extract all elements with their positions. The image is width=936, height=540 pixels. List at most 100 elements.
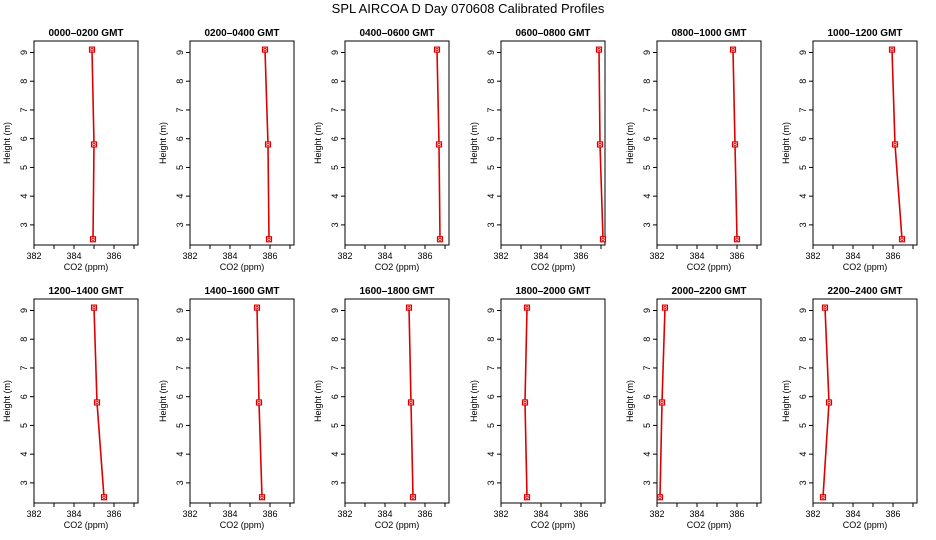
- data-point-marker: [525, 495, 529, 499]
- y-tick-label: 5: [486, 165, 496, 170]
- data-point: [595, 46, 603, 53]
- panel-title: 1600–1800 GMT: [359, 286, 434, 297]
- y-tick-label: 3: [330, 480, 340, 485]
- y-tick-label: 8: [798, 337, 808, 342]
- x-tick-label: 384: [689, 251, 704, 261]
- x-axis-label: CO2 (ppm): [843, 262, 888, 272]
- data-point-marker: [92, 306, 96, 310]
- y-tick-label: 5: [19, 423, 29, 428]
- data-point-marker: [267, 237, 271, 241]
- data-point: [100, 494, 108, 501]
- y-tick-label: 7: [175, 365, 185, 370]
- data-point-marker: [266, 142, 270, 147]
- panel-title: 1400–1600 GMT: [204, 286, 279, 297]
- y-axis-label: Height (m): [2, 380, 12, 422]
- y-tick-label: 9: [330, 50, 340, 55]
- x-axis-label: CO2 (ppm): [375, 520, 420, 530]
- panel-1: 0000–0200 GMT 382 384 386 3 4 5 6 7 8 9 CO2 (ppm) He…: [2, 28, 139, 272]
- y-axis-label: Height (m): [158, 380, 168, 422]
- data-point: [521, 399, 529, 406]
- y-tick-label: 3: [798, 480, 808, 485]
- y-tick-label: 6: [486, 394, 496, 399]
- y-tick-label: 3: [798, 222, 808, 227]
- x-tick-label: 386: [573, 251, 588, 261]
- y-tick-label: 7: [486, 365, 496, 370]
- x-tick-label: 382: [337, 251, 352, 261]
- data-point-marker: [437, 142, 441, 147]
- y-tick-label: 9: [175, 308, 185, 313]
- plot-frame: [344, 40, 450, 246]
- panel-7: 1200–1400 GMT 382 384 386 3 4 5 6 7 8 9 CO2 (ppm) He…: [2, 286, 139, 530]
- y-axis-label: Height (m): [313, 380, 323, 422]
- x-tick-label: 382: [26, 251, 41, 261]
- data-point: [436, 236, 444, 243]
- y-tick-label: 9: [19, 308, 29, 313]
- x-axis-label: CO2 (ppm): [531, 262, 576, 272]
- y-tick-label: 4: [486, 194, 496, 199]
- panel-title: 2200–2400 GMT: [827, 286, 902, 297]
- y-tick-label: 9: [798, 50, 808, 55]
- y-tick-label: 7: [19, 107, 29, 112]
- y-tick-label: 8: [175, 337, 185, 342]
- data-point-marker: [733, 142, 737, 147]
- y-tick-label: 4: [330, 194, 340, 199]
- data-point-marker: [409, 400, 413, 405]
- data-point: [891, 141, 899, 148]
- data-point-marker: [438, 237, 442, 241]
- data-point: [258, 494, 266, 501]
- data-point-marker: [827, 400, 831, 405]
- plot-frame: [500, 40, 606, 246]
- y-tick-label: 9: [486, 50, 496, 55]
- y-tick-label: 4: [175, 452, 185, 457]
- x-tick-label: 386: [106, 251, 121, 261]
- y-tick-label: 6: [175, 136, 185, 141]
- x-axis-label: CO2 (ppm): [687, 262, 732, 272]
- plot-frame: [344, 298, 450, 504]
- y-tick-label: 6: [798, 394, 808, 399]
- data-point-marker: [435, 48, 439, 52]
- x-tick-label: 384: [533, 509, 548, 519]
- data-point: [821, 304, 829, 311]
- data-point-marker: [890, 48, 894, 52]
- data-point-marker: [601, 237, 605, 241]
- panel-title: 0400–0600 GMT: [359, 28, 434, 39]
- x-tick-label: 386: [417, 509, 432, 519]
- y-tick-label: 4: [798, 194, 808, 199]
- y-axis-label: Height (m): [158, 122, 168, 164]
- panel-12: 2200–2400 GMT 382 384 386 3 4 5 6 7 8 9 CO2 (ppm) He…: [781, 286, 918, 530]
- x-tick-label: 384: [66, 509, 81, 519]
- data-point: [729, 46, 737, 53]
- data-point-marker: [92, 142, 96, 147]
- y-tick-label: 4: [798, 452, 808, 457]
- y-tick-label: 9: [19, 50, 29, 55]
- panel-title: 0000–0200 GMT: [48, 28, 123, 39]
- plot-frame: [812, 40, 918, 246]
- x-tick-label: 382: [805, 509, 820, 519]
- y-tick-label: 5: [798, 165, 808, 170]
- y-tick-label: 7: [642, 107, 652, 112]
- data-point: [523, 494, 531, 501]
- y-tick-label: 7: [486, 107, 496, 112]
- x-tick-label: 382: [337, 509, 352, 519]
- data-point: [596, 141, 604, 148]
- x-tick-label: 386: [729, 251, 744, 261]
- x-tick-label: 384: [377, 509, 392, 519]
- panel-title: 1200–1400 GMT: [48, 286, 123, 297]
- plot-frame: [189, 298, 295, 504]
- y-tick-label: 5: [330, 165, 340, 170]
- x-tick-label: 386: [885, 509, 900, 519]
- y-tick-label: 6: [642, 394, 652, 399]
- data-point: [409, 494, 417, 501]
- y-tick-label: 8: [330, 79, 340, 84]
- data-point: [733, 236, 741, 243]
- plot-frame: [812, 298, 918, 504]
- data-point: [888, 46, 896, 53]
- x-tick-label: 386: [106, 509, 121, 519]
- x-tick-label: 386: [262, 251, 277, 261]
- plot-frame: [656, 40, 762, 246]
- panel-title: 1000–1200 GMT: [827, 28, 902, 39]
- y-tick-label: 8: [642, 79, 652, 84]
- y-axis-label: Height (m): [781, 122, 791, 164]
- panel-5: 0800–1000 GMT 382 384 386 3 4 5 6 7 8 9 CO2 (ppm) He…: [625, 28, 762, 272]
- data-point-marker: [411, 495, 415, 499]
